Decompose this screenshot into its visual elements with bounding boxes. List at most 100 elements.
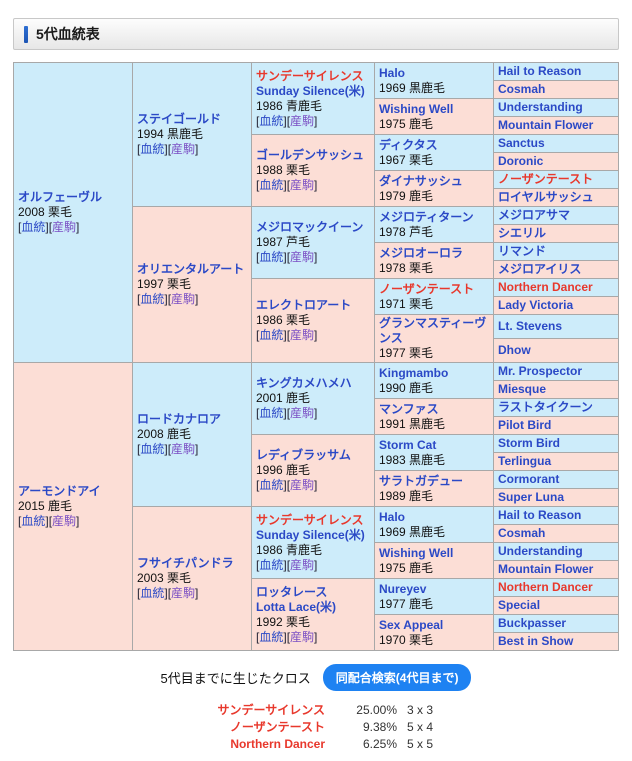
horse-name-link[interactable]: オリエンタルアート — [137, 262, 245, 276]
horse-name-link[interactable]: サンデーサイレンス — [256, 68, 364, 83]
offspring-link[interactable]: 産駒 — [290, 178, 315, 192]
horse-name-link[interactable]: キングカメハメハ — [256, 376, 352, 390]
horse-name-link[interactable]: Best in Show — [498, 634, 574, 648]
horse-name-link[interactable]: Buckpasser — [498, 616, 567, 630]
horse-name-link[interactable]: ディクタス — [379, 137, 438, 152]
horse-name-link[interactable]: グランマスティーヴンス — [379, 316, 487, 345]
offspring-link[interactable]: 産駒 — [290, 113, 315, 128]
horse-name-link[interactable]: メジロマックイーン — [256, 220, 364, 234]
horse-name-link[interactable]: オルフェーヴル — [18, 190, 103, 204]
offspring-link[interactable]: 産駒 — [290, 250, 315, 264]
pedigree-cell: Buckpasser — [493, 614, 619, 633]
horse-name-link[interactable]: ラストタイクーン — [498, 400, 593, 414]
offspring-link[interactable]: 産駒 — [290, 629, 315, 644]
horse-name-link[interactable]: リマンド — [498, 244, 547, 258]
horse-name-link[interactable]: Nureyev — [379, 581, 427, 596]
horse-name-link[interactable]: エレクトロアート — [256, 298, 352, 312]
horse-name-link[interactable]: メジロアサマ — [498, 208, 571, 222]
horse-name-link[interactable]: Wishing Well — [379, 545, 454, 560]
blood-link[interactable]: 血統 — [259, 406, 284, 420]
horse-name-link[interactable]: Mountain Flower — [498, 562, 594, 576]
horse-name-link[interactable]: サンデーサイレンス — [256, 512, 364, 527]
blood-link[interactable]: 血統 — [259, 250, 284, 264]
horse-name-link[interactable]: Cormorant — [498, 472, 560, 486]
offspring-link[interactable]: 産駒 — [171, 142, 196, 156]
blood-link[interactable]: 血統 — [259, 113, 284, 128]
horse-year-coat: 1990 鹿毛 — [379, 380, 434, 395]
horse-name-link[interactable]: Understanding — [498, 544, 583, 558]
horse-name-link[interactable]: Special — [498, 598, 541, 612]
offspring-link[interactable]: 産駒 — [290, 406, 315, 420]
horse-name-link[interactable]: Sex Appeal — [379, 617, 444, 632]
offspring-link[interactable]: 産駒 — [290, 557, 315, 572]
horse-name-link[interactable]: Hail to Reason — [498, 64, 582, 78]
horse-name-link[interactable]: Lady Victoria — [498, 298, 574, 312]
horse-name-link[interactable]: ロイヤルサッシュ — [498, 190, 594, 204]
offspring-link[interactable]: 産駒 — [290, 328, 315, 342]
horse-name-link[interactable]: メジロアイリス — [498, 262, 582, 276]
horse-name-link[interactable]: Storm Bird — [498, 436, 561, 450]
horse-name-link[interactable]: ノーザンテースト — [379, 281, 475, 296]
horse-name-link[interactable]: ゴールデンサッシュ — [256, 148, 365, 162]
blood-link[interactable]: 血統 — [140, 142, 165, 156]
offspring-link[interactable]: 産駒 — [52, 514, 77, 528]
horse-name-link[interactable]: ロードカナロア — [137, 412, 222, 426]
blood-link[interactable]: 血統 — [140, 586, 165, 600]
blood-link[interactable]: 血統 — [259, 557, 284, 572]
offspring-link[interactable]: 産駒 — [171, 292, 196, 306]
horse-name-link[interactable]: Understanding — [498, 100, 583, 114]
horse-name-link[interactable]: Sanctus — [498, 136, 545, 150]
horse-name-link[interactable]: アーモンドアイ — [18, 484, 101, 498]
horse-name-link[interactable]: Mountain Flower — [498, 118, 594, 132]
horse-name-link[interactable]: Miesque — [498, 382, 547, 396]
blood-link[interactable]: 血統 — [140, 442, 165, 456]
horse-name-link[interactable]: ステイゴールド — [137, 112, 222, 126]
horse-name-link[interactable]: サラトガデュー — [379, 473, 464, 488]
pedigree-cell: Understanding — [493, 98, 619, 117]
horse-name-link[interactable]: Storm Cat — [379, 437, 437, 452]
horse-name-link[interactable]: Hail to Reason — [498, 508, 582, 522]
horse-name-link[interactable]: ダイナサッシュ — [379, 173, 463, 188]
bracket: [ — [18, 220, 22, 234]
blood-link[interactable]: 血統 — [259, 178, 284, 192]
horse-name-link[interactable]: Doronic — [498, 154, 544, 168]
offspring-link[interactable]: 産駒 — [290, 478, 315, 492]
horse-name-link[interactable]: Halo — [379, 65, 406, 80]
horse-name-link[interactable]: Northern Dancer — [498, 280, 593, 294]
horse-name-link[interactable]: Cosmah — [498, 526, 546, 540]
blood-link[interactable]: 血統 — [259, 328, 284, 342]
horse-name-link[interactable]: Dhow — [498, 343, 531, 357]
horse-name-link[interactable]: Terlingua — [498, 454, 552, 468]
offspring-link[interactable]: 産駒 — [52, 220, 77, 234]
horse-eng-name-link[interactable]: Sunday Silence(米) — [256, 83, 365, 98]
cross-horse-name: ノーザンテースト — [229, 720, 325, 734]
horse-name-link[interactable]: Mr. Prospector — [498, 364, 583, 378]
horse-name-link[interactable]: Kingmambo — [379, 365, 449, 380]
horse-name-link[interactable]: フサイチパンドラ — [137, 556, 234, 570]
horse-name-link[interactable]: シエリル — [498, 226, 547, 240]
horse-name-link[interactable]: ノーザンテースト — [498, 172, 594, 186]
horse-name-link[interactable]: Cosmah — [498, 82, 546, 96]
horse-name-link[interactable]: レディブラッサム — [256, 448, 351, 462]
blood-link[interactable]: 血統 — [21, 514, 46, 528]
offspring-link[interactable]: 産駒 — [171, 442, 196, 456]
horse-name-link[interactable]: Halo — [379, 509, 406, 524]
blood-link[interactable]: 血統 — [140, 292, 165, 306]
horse-name-link[interactable]: ロッタレース — [256, 584, 328, 599]
horse-name-link[interactable]: Super Luna — [498, 490, 565, 504]
horse-name-link[interactable]: メジロティターン — [379, 209, 474, 224]
horse-name-link[interactable]: Northern Dancer — [498, 580, 593, 594]
blood-link[interactable]: 血統 — [259, 478, 284, 492]
horse-eng-name-link[interactable]: Lotta Lace(米) — [256, 599, 337, 614]
offspring-link[interactable]: 産駒 — [171, 586, 196, 600]
horse-name-link[interactable]: Lt. Stevens — [498, 319, 563, 333]
horse-name-link[interactable]: Pilot Bird — [498, 418, 552, 432]
same-mating-search-button[interactable]: 同配合検索(4代目まで) — [322, 664, 472, 691]
horse-name-link[interactable]: Wishing Well — [379, 101, 454, 116]
horse-name-link[interactable]: マンファス — [379, 401, 439, 416]
blood-link[interactable]: 血統 — [259, 629, 284, 644]
horse-name-link[interactable]: メジロオーロラ — [379, 245, 464, 260]
blood-link[interactable]: 血統 — [21, 220, 46, 234]
horse-links: [血統][産駒] — [137, 292, 247, 307]
horse-eng-name-link[interactable]: Sunday Silence(米) — [256, 527, 365, 542]
